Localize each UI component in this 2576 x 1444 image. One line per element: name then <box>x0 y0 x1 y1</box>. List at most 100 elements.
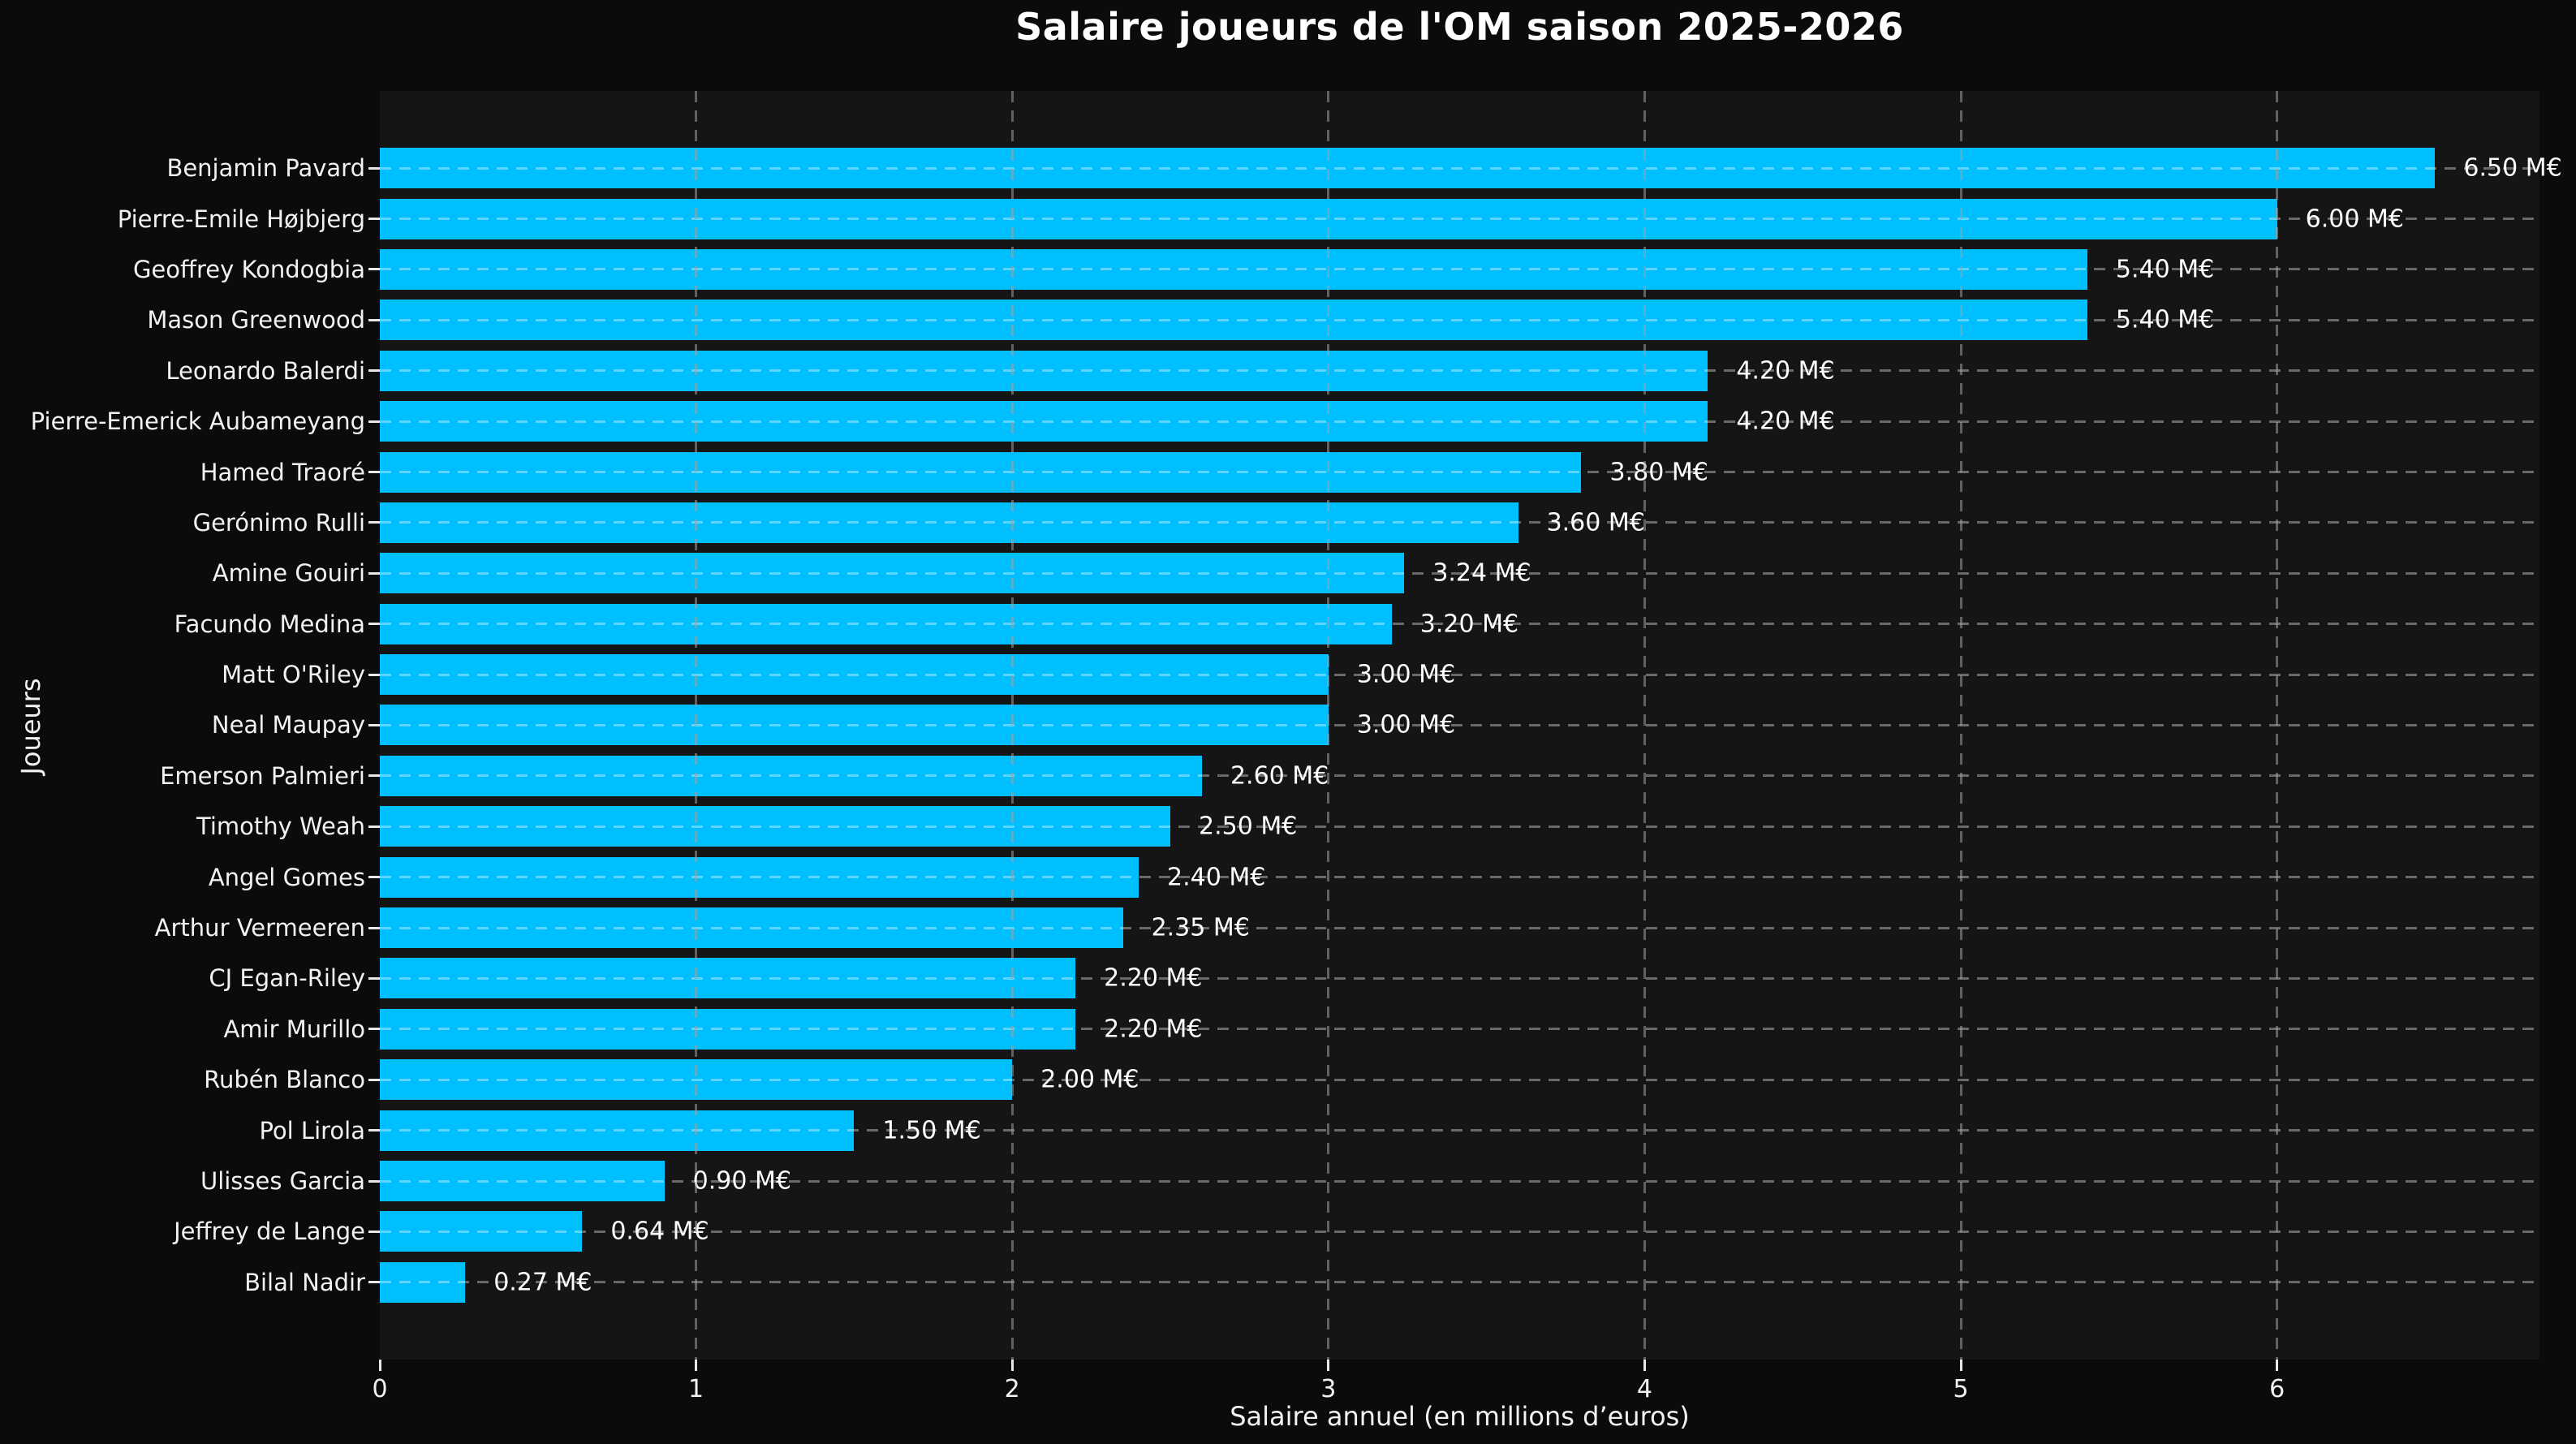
salary-bar <box>380 1211 583 1252</box>
bar-row: Benjamin Pavard 6.50 M€ <box>166 143 2562 193</box>
y-tick-mark <box>368 268 380 271</box>
player-name-label: Facundo Medina <box>174 610 365 638</box>
bar-value-label: 2.35 M€ <box>1151 913 1250 942</box>
player-name-label: CJ Egan-Riley <box>209 964 365 993</box>
x-tick-label: 5 <box>1953 1375 1969 1403</box>
bar-row: Leonardo Balerdi 4.20 M€ <box>166 346 2539 396</box>
salary-bar <box>380 451 1582 493</box>
bar-value-label: 3.00 M€ <box>1356 660 1456 689</box>
player-name-label: Pol Lirola <box>259 1116 365 1144</box>
x-tick-mark <box>1959 1360 1962 1371</box>
vertical-gridline <box>695 91 698 1360</box>
player-name-label: Pierre-Emerick Aubameyang <box>30 407 365 436</box>
plot-area: Benjamin Pavard 6.50 M€ Pierre-Emile Højbj… <box>31 91 2562 1360</box>
salary-bar <box>380 755 1202 796</box>
player-name-label: Benjamin Pavard <box>166 154 365 183</box>
bar-value-label: 0.64 M€ <box>610 1217 709 1246</box>
horizontal-gridline <box>380 723 2539 726</box>
y-tick-mark <box>368 369 380 373</box>
horizontal-gridline <box>380 876 2539 879</box>
y-tick-mark <box>368 1281 380 1284</box>
bar-value-label: 3.60 M€ <box>1546 508 1645 537</box>
y-tick-mark <box>368 1230 380 1233</box>
bar-value-label: 4.20 M€ <box>1736 356 1835 386</box>
y-tick-mark <box>368 420 380 423</box>
horizontal-gridline <box>380 318 2539 321</box>
player-name-label: Angel Gomes <box>208 863 365 891</box>
bar-value-label: 0.90 M€ <box>692 1166 791 1196</box>
x-tick-label: 1 <box>688 1375 704 1403</box>
bar-value-label: 3.20 M€ <box>1419 610 1519 639</box>
bar-value-label: 4.20 M€ <box>1736 407 1835 436</box>
y-axis-label: Joueurs <box>15 678 46 775</box>
salary-bar <box>380 300 2087 341</box>
horizontal-gridline <box>380 1028 2539 1031</box>
bar-value-label: 5.40 M€ <box>2115 305 2215 334</box>
salary-bar <box>380 553 1405 594</box>
x-tick-label: 4 <box>1636 1375 1652 1403</box>
vertical-gridline <box>2276 91 2279 1360</box>
y-tick-mark <box>368 774 380 778</box>
salary-bar <box>380 654 1329 696</box>
y-tick-mark <box>368 673 380 676</box>
salary-bar <box>380 1008 1076 1050</box>
salary-bar <box>380 806 1170 847</box>
salary-bar <box>380 248 2087 290</box>
horizontal-gridline <box>380 825 2539 828</box>
y-tick-mark <box>368 571 380 575</box>
y-tick-mark <box>368 876 380 879</box>
bar-row: Facundo Medina 3.20 M€ <box>174 599 2539 649</box>
y-tick-mark <box>368 623 380 626</box>
horizontal-gridline <box>380 166 2539 170</box>
horizontal-gridline <box>380 571 2539 575</box>
x-axis-label: Salaire annuel (en millions d’euros) <box>1230 1401 1690 1432</box>
bar-value-label: 6.00 M€ <box>2305 205 2404 234</box>
bar-row: Ulisses Garcia 0.90 M€ <box>200 1156 2539 1206</box>
horizontal-gridline <box>380 268 2539 271</box>
bar-row: CJ Egan-Riley 2.20 M€ <box>209 953 2539 1003</box>
y-tick-mark <box>368 471 380 474</box>
bar-row: Arthur Vermeeren 2.35 M€ <box>155 903 2539 953</box>
player-name-label: Mason Greenwood <box>147 306 365 334</box>
player-name-label: Arthur Vermeeren <box>154 914 365 942</box>
salary-bar <box>380 1110 855 1151</box>
player-name-label: Matt O'Riley <box>222 661 365 689</box>
bar-value-label: 0.27 M€ <box>493 1268 592 1297</box>
bar-value-label: 3.00 M€ <box>1356 710 1456 739</box>
bar-row: Angel Gomes 2.40 M€ <box>209 851 2539 902</box>
salary-bar <box>380 350 1708 391</box>
x-tick-label: 3 <box>1320 1375 1337 1403</box>
bar-row: Pol Lirola 1.50 M€ <box>259 1105 2539 1155</box>
bar-row: Emerson Palmieri 2.60 M€ <box>160 751 2539 801</box>
bar-row: Amine Gouiri 3.24 M€ <box>213 548 2539 598</box>
bar-row: Timothy Weah 2.50 M€ <box>196 801 2539 851</box>
bar-value-label: 1.50 M€ <box>882 1116 981 1145</box>
vertical-gridline <box>1959 91 1962 1360</box>
salary-bar <box>380 603 1392 644</box>
vertical-gridline <box>1010 91 1014 1360</box>
x-tick-mark <box>1010 1360 1014 1371</box>
horizontal-gridline <box>380 1281 2539 1284</box>
bar-value-label: 3.80 M€ <box>1609 458 1708 487</box>
y-tick-mark <box>368 926 380 929</box>
horizontal-gridline <box>380 673 2539 676</box>
bar-row: Mason Greenwood 5.40 M€ <box>147 295 2539 345</box>
y-tick-mark <box>368 976 380 980</box>
player-name-label: Gerónimo Rulli <box>192 508 365 537</box>
chart-title: Salaire joueurs de l'OM saison 2025-2026 <box>1015 5 1904 49</box>
player-name-label: Amine Gouiri <box>212 559 365 588</box>
salary-bar <box>380 705 1329 746</box>
bar-row: Pierre-Emerick Aubameyang 4.20 M€ <box>31 396 2539 446</box>
x-tick-label: 2 <box>1004 1375 1020 1403</box>
player-name-label: Ulisses Garcia <box>200 1167 365 1195</box>
salary-bar <box>380 1161 665 1201</box>
y-tick-mark <box>368 521 380 524</box>
x-tick-label: 0 <box>372 1375 388 1403</box>
bar-row: Amir Murillo 2.20 M€ <box>223 1004 2539 1054</box>
x-tick-mark <box>695 1360 698 1371</box>
bar-row: Gerónimo Rulli 3.60 M€ <box>193 498 2539 548</box>
horizontal-gridline <box>380 1129 2539 1132</box>
salary-bar <box>380 958 1076 999</box>
bar-value-label: 2.50 M€ <box>1199 812 1298 841</box>
x-tick-mark <box>378 1360 381 1371</box>
